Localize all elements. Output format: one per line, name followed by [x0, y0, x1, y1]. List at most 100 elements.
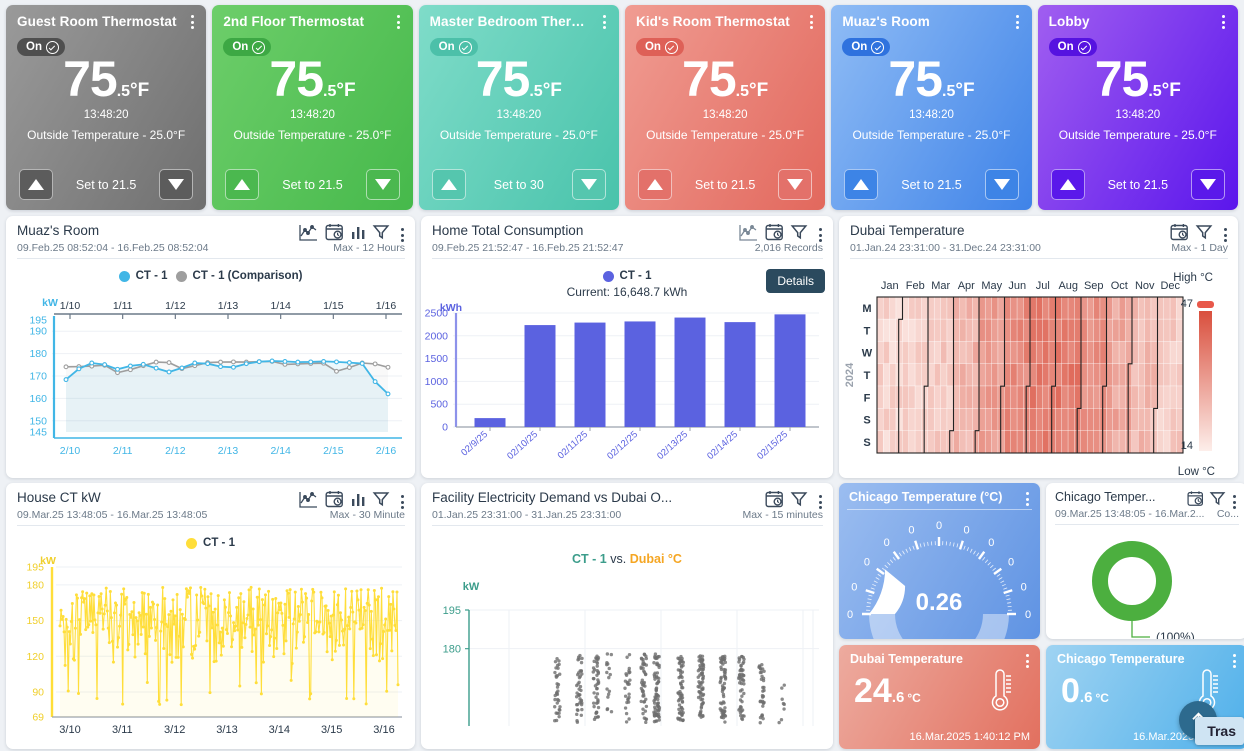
increase-setpoint-button[interactable] [225, 169, 260, 200]
more-options-icon[interactable] [1011, 12, 1025, 32]
more-options-icon[interactable] [1020, 651, 1034, 671]
filter-icon[interactable] [790, 491, 808, 507]
svg-text:Mar: Mar [931, 280, 950, 292]
setpoint-controls: Set to 21.5 [636, 169, 814, 200]
thermostat-title: 2nd Floor Thermostat [223, 14, 365, 29]
legend-item[interactable]: CT - 1 [602, 270, 651, 282]
increase-setpoint-button[interactable] [844, 169, 879, 200]
svg-text:0: 0 [1025, 609, 1031, 621]
svg-text:1/13: 1/13 [218, 300, 239, 312]
more-options-icon[interactable] [392, 12, 406, 32]
legend-item[interactable]: CT - 1 [118, 270, 168, 282]
temp-whole: 75 [888, 51, 943, 107]
setpoint-controls: Set to 21.5 [223, 169, 401, 200]
card-title: Home Total Consumption [432, 223, 584, 238]
legend-item[interactable]: CT - 1 [186, 537, 235, 549]
more-options-icon[interactable] [1217, 12, 1231, 32]
more-options-icon[interactable] [813, 492, 827, 512]
temp-whole: 75 [63, 51, 118, 107]
more-options-icon[interactable] [1218, 225, 1232, 245]
calendar-clock-icon[interactable] [765, 223, 784, 241]
more-options-icon[interactable] [813, 225, 827, 245]
more-options-icon[interactable] [804, 12, 818, 32]
svg-text:M: M [862, 303, 871, 315]
svg-text:0: 0 [851, 581, 857, 593]
bar-chart-icon[interactable] [351, 224, 366, 240]
filter-icon[interactable] [790, 224, 808, 240]
calendar-clock-icon[interactable] [765, 490, 784, 508]
current-temperature: 75.5°F [223, 54, 401, 104]
decrease-setpoint-button[interactable] [778, 169, 813, 200]
timestamp: 13:48:20 [83, 109, 129, 121]
more-options-icon[interactable] [1227, 651, 1241, 671]
chart-area-home: CT - 1 Details Current: 16,648.7 kWh 250… [421, 263, 833, 478]
details-button[interactable]: Details [766, 269, 825, 293]
more-options-icon[interactable] [1227, 492, 1241, 512]
bar-chart-icon[interactable] [351, 491, 366, 507]
current-temperature: 75.5°F [17, 54, 195, 104]
calendar-clock-icon[interactable] [325, 490, 344, 508]
setpoint-label: Set to 21.5 [282, 177, 343, 192]
increase-setpoint-button[interactable] [637, 169, 672, 200]
svg-text:195: 195 [443, 605, 461, 617]
svg-text:F: F [864, 392, 871, 404]
card-header: Muaz's Room [6, 216, 415, 263]
more-options-icon[interactable] [185, 12, 199, 32]
decrease-setpoint-button[interactable] [984, 169, 1019, 200]
increase-setpoint-button[interactable] [1050, 169, 1085, 200]
increase-setpoint-button[interactable] [431, 169, 466, 200]
power-state-label: On [1057, 41, 1074, 53]
power-state-toggle[interactable]: On [17, 38, 65, 56]
svg-text:Nov: Nov [1135, 280, 1155, 292]
calendar-clock-icon[interactable] [1187, 490, 1204, 507]
decrease-setpoint-button[interactable] [365, 169, 400, 200]
legend-swatch [186, 537, 198, 549]
power-state-label: On [26, 41, 42, 53]
temp-unit: °C [1095, 691, 1109, 705]
temperature-value: 24.6 °C [854, 674, 921, 708]
more-options-icon[interactable] [395, 225, 409, 245]
svg-text:150: 150 [29, 415, 47, 427]
svg-text:500: 500 [430, 399, 448, 411]
card-header-icons [299, 223, 405, 241]
calendar-clock-icon[interactable] [325, 223, 344, 241]
temperature-value: 0.6 °C [1061, 674, 1109, 708]
filter-icon[interactable] [1195, 224, 1213, 240]
power-state-toggle[interactable]: On [1048, 38, 1097, 56]
filter-icon[interactable] [372, 224, 390, 240]
filter-icon[interactable] [1209, 491, 1226, 506]
line-chart-icon[interactable] [299, 491, 318, 508]
line-chart-icon[interactable] [739, 224, 758, 241]
power-state-toggle[interactable]: On [635, 38, 684, 56]
decrease-setpoint-button[interactable] [571, 169, 606, 200]
temp-unit: °F [1161, 80, 1181, 101]
chart-area-dubai: 2024 Jan Feb Mar Apr May Jun Jul Aug Sep Oct Nov Dec… [839, 263, 1238, 478]
line-chart-icon[interactable] [299, 224, 318, 241]
power-state-label: On [232, 41, 249, 53]
thermostat-card: Lobby On 75.5°F 13:48:20 Outside Temperature… [1037, 5, 1238, 210]
more-options-icon[interactable] [1020, 489, 1034, 509]
decrease-setpoint-button[interactable] [1190, 169, 1225, 200]
svg-text:180: 180 [26, 579, 44, 591]
svg-text:kW: kW [40, 555, 56, 567]
outside-temperature: Outside Temperature - 25.0°F [439, 128, 598, 142]
filter-icon[interactable] [372, 491, 390, 507]
decrease-setpoint-button[interactable] [159, 169, 194, 200]
svg-text:14: 14 [1181, 440, 1193, 452]
timestamp: 13:48:20 [702, 109, 748, 121]
increase-setpoint-button[interactable] [19, 169, 53, 200]
setpoint-label: Set to 21.5 [694, 177, 756, 192]
arrow-up-icon [28, 179, 44, 190]
more-options-icon[interactable] [598, 12, 612, 32]
calendar-clock-icon[interactable] [1170, 223, 1189, 241]
thermometer-icon [991, 669, 1011, 711]
legend-swatch [602, 270, 614, 282]
power-state-toggle[interactable]: On [429, 38, 478, 56]
outside-temperature: Outside Temperature - 25.0°F [646, 128, 805, 142]
legend-item[interactable]: CT - 1 (Comparison) [175, 270, 302, 282]
power-state-toggle[interactable]: On [842, 38, 891, 56]
thermostat-title: Guest Room Thermostat [17, 14, 177, 29]
power-state-toggle[interactable]: On [223, 38, 272, 56]
more-options-icon[interactable] [395, 492, 409, 512]
